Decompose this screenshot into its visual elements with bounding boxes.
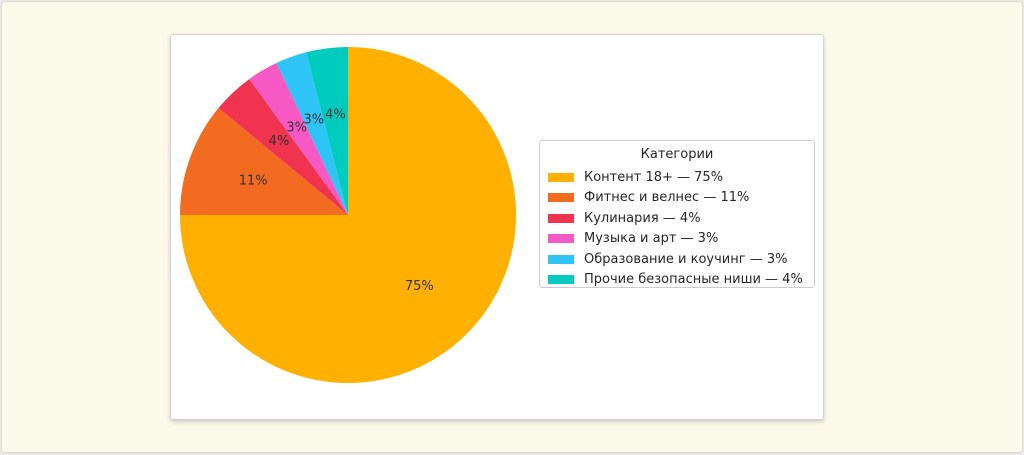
pie-slice-5 [306, 47, 348, 215]
slice-percent-label-0: 75% [405, 279, 434, 294]
slice-percent-label-2: 4% [269, 134, 290, 149]
slice-percent-label-3: 3% [286, 121, 307, 136]
legend-label: Музыка и арт — 3% [584, 231, 719, 247]
slice-percent-label-4: 3% [304, 113, 325, 128]
pie-slice-1 [180, 107, 348, 215]
legend-items: Контент 18+ — 75% Фитнес и велнес — 11% Ку… [548, 167, 806, 290]
pie-slice-4 [276, 52, 348, 215]
legend-item: Музыка и арт — 3% [548, 229, 806, 250]
pie-chart: 75%11%4%3%3% 4% [180, 47, 516, 383]
legend-item: Фитнес и велнес — 11% [548, 188, 806, 209]
chart-card: 75% 11% 4% 3% 3% 4% Категории Контент 18+ — 7… [170, 34, 824, 420]
legend-swatch [548, 275, 574, 285]
pie-slice-2 [218, 79, 348, 215]
legend-item: Образование и коучинг — 3% [548, 249, 806, 270]
legend-item: Контент 18+ — 75% [548, 167, 806, 188]
legend-item: Кулинария — 4% [548, 208, 806, 229]
legend-item: Прочие безопасные ниши — 4% [548, 270, 806, 291]
legend-swatch [548, 172, 574, 182]
slice-percent-label-1: 11% [239, 173, 268, 188]
legend-label: Образование и коучинг — 3% [584, 251, 788, 267]
legend-label: Контент 18+ — 75% [584, 169, 724, 185]
legend-swatch [548, 234, 574, 244]
legend-swatch [548, 213, 574, 223]
pie-slice-3 [249, 62, 348, 215]
legend-swatch [548, 193, 574, 203]
legend-label: Кулинария — 4% [584, 210, 701, 226]
legend-title: Категории [640, 147, 714, 162]
legend: Категории Контент 18+ — 75% Фитнес и велн… [539, 140, 815, 288]
slice-percent-label-5: 4% [325, 107, 346, 122]
legend-label: Фитнес и велнес — 11% [584, 190, 750, 206]
legend-label: Прочие безопасные ниши — 4% [584, 272, 803, 288]
legend-swatch [548, 254, 574, 264]
